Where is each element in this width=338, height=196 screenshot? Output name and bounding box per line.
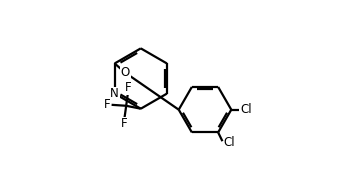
- Text: F: F: [104, 98, 111, 111]
- Text: F: F: [121, 117, 127, 130]
- Text: Cl: Cl: [223, 136, 235, 149]
- Text: O: O: [121, 66, 130, 79]
- Text: N: N: [110, 87, 119, 100]
- Text: F: F: [125, 81, 131, 94]
- Text: Cl: Cl: [240, 103, 252, 116]
